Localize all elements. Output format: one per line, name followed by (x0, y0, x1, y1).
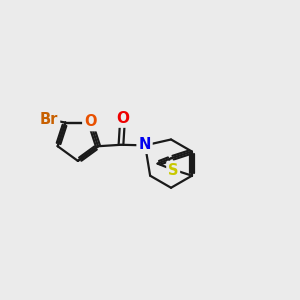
Text: O: O (84, 115, 97, 130)
Text: O: O (116, 111, 129, 126)
Text: N: N (138, 137, 151, 152)
Text: Br: Br (40, 112, 59, 127)
Text: S: S (168, 163, 178, 178)
Text: O: O (84, 115, 97, 130)
Text: Br: Br (40, 112, 59, 127)
Text: O: O (116, 111, 129, 126)
Text: N: N (138, 137, 151, 152)
